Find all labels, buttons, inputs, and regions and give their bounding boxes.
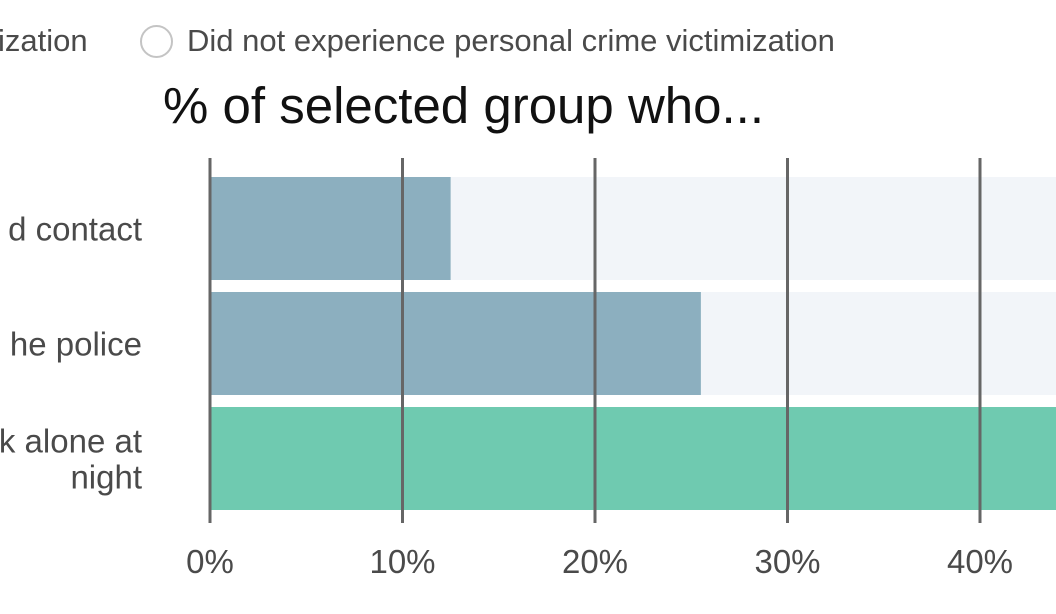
legend-label: Did not experience personal crime victim… [187,23,835,58]
x-tick-label: 40% [947,543,1013,580]
category-label: d contact [8,211,142,248]
legend-item-no-victimization[interactable]: Did not experience personal crime victim… [140,18,835,64]
legend: ization Did not experience personal crim… [0,18,1056,64]
x-tick-label: 0% [186,543,234,580]
category-label: k alone at [0,423,142,460]
category-label: he police [10,326,142,363]
x-tick-label: 20% [562,543,628,580]
x-tick-label: 30% [754,543,820,580]
legend-label: ization [0,23,88,58]
bar [210,177,451,280]
legend-item-victimization[interactable]: ization [0,18,88,64]
x-tick-label: 10% [369,543,435,580]
bar [210,407,1056,510]
bar [210,292,701,395]
category-label: night [70,459,142,496]
chart-title: % of selected group who... [163,77,765,134]
legend-radio-icon[interactable] [140,24,173,58]
